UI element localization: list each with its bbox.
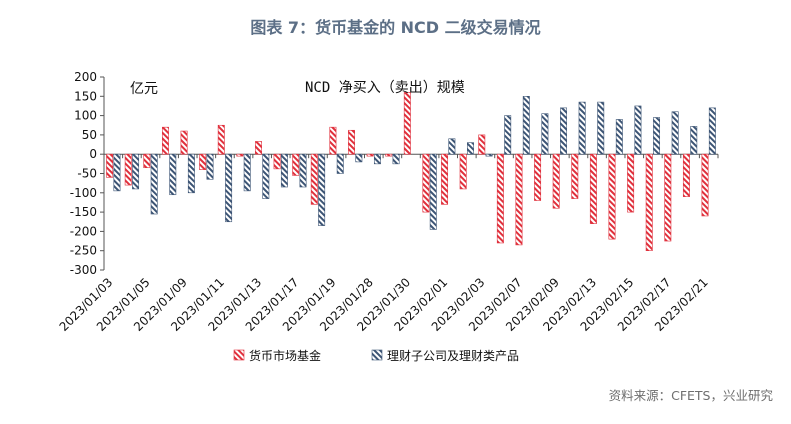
bar-wealth-mgmt — [132, 153, 140, 190]
bar-wealth-mgmt — [448, 138, 456, 155]
bar-wealth-mgmt — [708, 107, 716, 155]
bar-wealth-mgmt — [262, 153, 270, 199]
bar-wealth-mgmt — [355, 153, 363, 163]
y-tick-label: 100 — [74, 109, 97, 123]
bar-wealth-mgmt — [318, 153, 326, 226]
bar-wealth-mgmt — [187, 153, 195, 194]
chart-title: 图表 7：货币基金的 NCD 二级交易情况 — [250, 18, 541, 37]
bar-wealth-mgmt — [429, 153, 437, 230]
bar-money-fund — [310, 153, 318, 205]
y-tick-label: 50 — [82, 128, 97, 142]
bar-wealth-mgmt — [671, 111, 679, 155]
bar-wealth-mgmt — [653, 117, 661, 155]
bar-money-fund — [589, 153, 597, 224]
y-tick-label: 0 — [89, 147, 97, 161]
bar-wealth-mgmt — [467, 142, 474, 155]
bar-wealth-mgmt — [522, 96, 530, 155]
legend-swatch-money-fund — [233, 349, 245, 361]
y-tick-label: -50 — [77, 167, 97, 181]
bar-wealth-mgmt — [373, 153, 381, 165]
bar-money-fund — [106, 153, 114, 178]
bar-money-fund — [161, 126, 169, 155]
bar-money-fund — [441, 153, 449, 205]
bar-wealth-mgmt — [206, 153, 214, 180]
bar-money-fund — [496, 153, 504, 244]
bar-money-fund — [255, 141, 262, 155]
bar-money-fund — [385, 153, 393, 157]
y-tick-label: 200 — [74, 70, 97, 84]
bar-money-fund — [124, 153, 132, 186]
bar-money-fund — [515, 153, 523, 246]
legend-label-wealth-mgmt: 理财子公司及理财类产品 — [387, 349, 519, 363]
y-tick-label: -300 — [70, 263, 97, 277]
legend-swatch-wealth-mgmt — [371, 349, 383, 361]
y-tick-label: -150 — [70, 205, 97, 219]
y-tick-label: -250 — [70, 244, 97, 258]
bar-wealth-mgmt — [336, 153, 344, 174]
bar-wealth-mgmt — [485, 153, 493, 157]
legend: 货币市场基金 理财子公司及理财类产品 — [233, 348, 519, 363]
bar-money-fund — [292, 153, 300, 176]
bar-money-fund — [552, 153, 560, 209]
y-tick-label: -200 — [70, 224, 97, 238]
bar-wealth-mgmt — [225, 153, 233, 223]
bar-money-fund — [217, 124, 225, 155]
bar-wealth-mgmt — [597, 101, 605, 155]
bar-wealth-mgmt — [690, 126, 698, 155]
bar-money-fund — [608, 153, 616, 240]
bar-money-fund — [682, 153, 690, 197]
bar-money-fund — [348, 129, 355, 155]
bar-money-fund — [180, 130, 188, 155]
bar-money-fund — [571, 153, 579, 199]
bar-wealth-mgmt — [634, 105, 642, 155]
bar-money-fund — [329, 126, 337, 155]
bar-wealth-mgmt — [243, 153, 251, 192]
bar-wealth-mgmt — [113, 153, 121, 192]
bar-wealth-mgmt — [541, 113, 549, 155]
bar-wealth-mgmt — [578, 101, 586, 155]
bar-money-fund — [273, 153, 281, 170]
bars — [106, 92, 716, 251]
bar-money-fund — [422, 153, 430, 213]
legend-label-money-fund: 货币市场基金 — [249, 348, 321, 363]
bar-wealth-mgmt — [299, 153, 307, 188]
unit-annotation: 亿元 — [130, 81, 158, 97]
bar-wealth-mgmt — [169, 153, 177, 196]
bar-wealth-mgmt — [615, 119, 623, 155]
bar-wealth-mgmt — [504, 115, 512, 155]
bar-money-fund — [143, 153, 151, 169]
source-note: 资料来源：CFETS，兴业研究 — [608, 388, 773, 403]
bar-money-fund — [534, 153, 542, 201]
bar-wealth-mgmt — [560, 107, 567, 155]
bar-money-fund — [236, 153, 244, 157]
subtitle-annotation: NCD 净买入（卖出）规模 — [305, 80, 465, 96]
bar-wealth-mgmt — [280, 153, 288, 188]
bar-money-fund — [645, 153, 653, 251]
y-tick-label: 150 — [74, 89, 97, 103]
bar-money-fund — [199, 153, 207, 170]
bar-money-fund — [664, 153, 672, 242]
bar-money-fund — [403, 92, 411, 155]
bar-money-fund — [478, 134, 486, 155]
y-tick-label: -100 — [70, 186, 97, 200]
y-axis: 200 150 100 50 0 -50 -100 -150 -200 -250 -300 — [70, 70, 105, 277]
bar-money-fund — [701, 153, 709, 217]
bar-wealth-mgmt — [150, 153, 158, 215]
bar-money-fund — [366, 153, 374, 157]
bar-money-fund — [459, 153, 467, 190]
bar-wealth-mgmt — [392, 153, 400, 165]
bar-money-fund — [627, 153, 635, 213]
